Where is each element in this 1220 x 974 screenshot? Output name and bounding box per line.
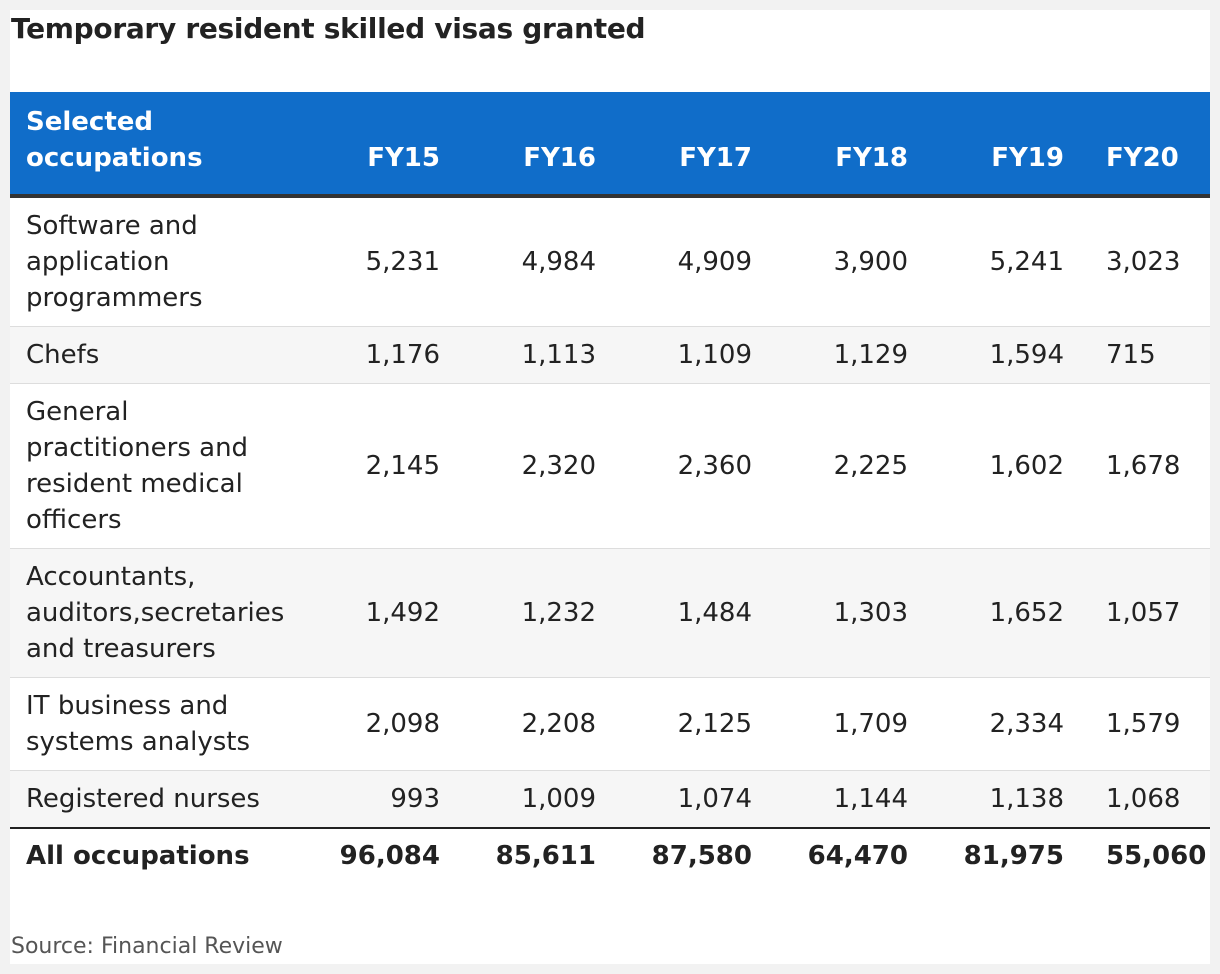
data-table: Selected occupations FY15 FY16 FY17 FY18 FY19…: [10, 92, 1210, 884]
column-header-fy16: FY16: [466, 92, 622, 198]
table-row: General practitioners and resident medic…: [10, 383, 1210, 549]
value-cell: 1,652: [934, 548, 1090, 678]
total-value-cell: 96,084: [310, 827, 466, 884]
value-cell: 1,074: [622, 770, 778, 829]
occupation-cell: Accountants, auditors,secretaries and tr…: [10, 548, 310, 678]
column-header-fy20: FY20: [1090, 92, 1210, 198]
value-cell: 2,098: [310, 677, 466, 771]
table-row: Accountants, auditors,secretaries and tr…: [10, 548, 1210, 678]
occupation-cell: IT business and systems analysts: [10, 677, 310, 771]
value-cell: 1,138: [934, 770, 1090, 829]
value-cell: 3,023: [1090, 196, 1210, 327]
occupation-cell: General practitioners and resident medic…: [10, 383, 310, 549]
occupation-cell: Chefs: [10, 326, 310, 384]
value-cell: 1,678: [1090, 383, 1210, 549]
source-note: Source: Financial Review: [11, 934, 283, 959]
value-cell: 2,208: [466, 677, 622, 771]
value-cell: 1,068: [1090, 770, 1210, 829]
total-row: All occupations 96,084 85,611 87,580 64,470 8…: [10, 827, 1210, 884]
value-cell: 2,320: [466, 383, 622, 549]
total-value-cell: 85,611: [466, 827, 622, 884]
value-cell: 4,984: [466, 196, 622, 327]
table-row: Software and application programmers 5,23…: [10, 196, 1210, 327]
value-cell: 1,492: [310, 548, 466, 678]
occupation-cell: Registered nurses: [10, 770, 310, 829]
value-cell: 1,176: [310, 326, 466, 384]
column-header-fy18: FY18: [778, 92, 934, 198]
value-cell: 1,232: [466, 548, 622, 678]
table-header-row: Selected occupations FY15 FY16 FY17 FY18 FY19…: [10, 92, 1210, 198]
value-cell: 1,303: [778, 548, 934, 678]
value-cell: 1,129: [778, 326, 934, 384]
chart-title: Temporary resident skilled visas granted: [11, 12, 646, 45]
value-cell: 1,579: [1090, 677, 1210, 771]
value-cell: 1,113: [466, 326, 622, 384]
value-cell: 1,109: [622, 326, 778, 384]
value-cell: 2,145: [310, 383, 466, 549]
table-row: Registered nurses 993 1,009 1,074 1,144 1,138…: [10, 770, 1210, 829]
value-cell: 1,009: [466, 770, 622, 829]
value-cell: 715: [1090, 326, 1210, 384]
value-cell: 2,360: [622, 383, 778, 549]
value-cell: 1,144: [778, 770, 934, 829]
value-cell: 1,709: [778, 677, 934, 771]
value-cell: 1,484: [622, 548, 778, 678]
table-body: Software and application programmers 5,23…: [10, 196, 1210, 884]
column-header-fy19: FY19: [934, 92, 1090, 198]
value-cell: 5,231: [310, 196, 466, 327]
value-cell: 4,909: [622, 196, 778, 327]
value-cell: 2,125: [622, 677, 778, 771]
total-value-cell: 81,975: [934, 827, 1090, 884]
value-cell: 2,334: [934, 677, 1090, 771]
total-value-cell: 87,580: [622, 827, 778, 884]
value-cell: 5,241: [934, 196, 1090, 327]
table-row: Chefs 1,176 1,113 1,109 1,129 1,594 715: [10, 326, 1210, 384]
value-cell: 1,602: [934, 383, 1090, 549]
total-label: All occupations: [10, 827, 310, 884]
value-cell: 1,594: [934, 326, 1090, 384]
table-row: IT business and systems analysts 2,098 2,2…: [10, 677, 1210, 771]
occupation-cell: Software and application programmers: [10, 196, 310, 327]
total-value-cell: 55,060: [1090, 827, 1210, 884]
total-value-cell: 64,470: [778, 827, 934, 884]
value-cell: 3,900: [778, 196, 934, 327]
column-header-occupation: Selected occupations: [10, 92, 310, 198]
value-cell: 1,057: [1090, 548, 1210, 678]
chart-card: Temporary resident skilled visas granted…: [10, 10, 1210, 964]
value-cell: 2,225: [778, 383, 934, 549]
value-cell: 993: [310, 770, 466, 829]
column-header-fy15: FY15: [310, 92, 466, 198]
column-header-fy17: FY17: [622, 92, 778, 198]
table-viewport[interactable]: Selected occupations FY15 FY16 FY17 FY18 FY19…: [10, 92, 1210, 884]
